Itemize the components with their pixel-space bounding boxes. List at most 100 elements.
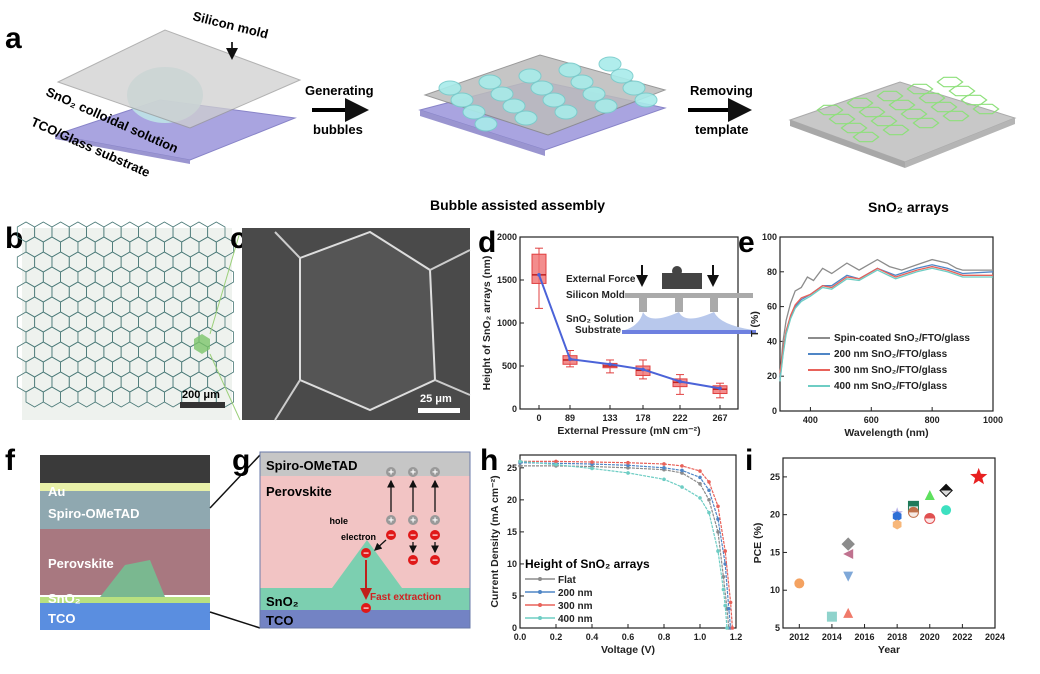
y-tick-label: 2000 bbox=[497, 232, 517, 242]
data-point bbox=[707, 510, 711, 515]
box bbox=[531, 253, 547, 284]
y-tick-label: 1000 bbox=[497, 318, 517, 328]
y-tick-label: 20 bbox=[507, 495, 517, 505]
bubble-assembly-schematic bbox=[418, 54, 667, 156]
scale-bar-label-c: 25 μm bbox=[420, 393, 452, 405]
mean-point bbox=[678, 379, 682, 384]
data-point-circle bbox=[794, 578, 805, 589]
hexagon bbox=[942, 110, 970, 122]
bubble bbox=[502, 98, 526, 114]
bubble bbox=[554, 104, 578, 120]
legend-label: 400 nm SnO₂/FTO/glass bbox=[834, 381, 948, 392]
data-point-triangle-up bbox=[843, 607, 854, 618]
legend-marker bbox=[538, 590, 542, 594]
panel-c: c 25 μm bbox=[230, 222, 471, 421]
panel-i: i 5 10 15 20 25 2012 2014 2016 2018 2020 2022 2024 Y… bbox=[745, 444, 1005, 656]
data-point bbox=[626, 466, 630, 470]
x-tick-label: 2024 bbox=[985, 632, 1005, 642]
data-point bbox=[698, 496, 702, 500]
y-tick-label: 60 bbox=[767, 302, 777, 312]
step-generating-line1: Generating bbox=[305, 83, 374, 98]
svg-text:+: + bbox=[432, 468, 438, 479]
x-tick-label: 0.2 bbox=[550, 632, 563, 642]
panel-h: h 0 5 10 15 20 25 0.0 0.2 0.4 0.6 0.8 1.0 1.2 Voltage… bbox=[480, 444, 742, 656]
data-point bbox=[518, 459, 522, 464]
bubble bbox=[598, 56, 622, 72]
data-point bbox=[698, 475, 702, 480]
svg-text:−: − bbox=[363, 604, 369, 615]
data-point bbox=[707, 480, 711, 484]
mean-line bbox=[538, 274, 721, 390]
x-tick-label: 0 bbox=[536, 413, 541, 423]
cross-section-sem bbox=[40, 455, 210, 630]
data-point-triangle-down bbox=[843, 571, 854, 582]
data-point bbox=[680, 468, 684, 473]
electron-icon bbox=[361, 548, 371, 558]
x-tick-label: 2022 bbox=[952, 632, 972, 642]
x-tick-label: 0.4 bbox=[586, 632, 599, 642]
bubble bbox=[570, 74, 594, 90]
svg-text:−: − bbox=[363, 549, 369, 560]
hole-label: hole bbox=[329, 516, 348, 526]
data-point bbox=[721, 587, 726, 592]
inset-substrate: Substrate bbox=[575, 325, 622, 336]
arrow-icon bbox=[374, 539, 387, 551]
data-point bbox=[728, 600, 733, 605]
silicon-mold-label: Silicon mold bbox=[191, 8, 270, 41]
panel-label-i: i bbox=[745, 444, 753, 477]
data-point bbox=[626, 471, 630, 475]
half-fill-mask bbox=[907, 512, 920, 520]
y-tick-label: 0 bbox=[512, 404, 517, 414]
hexagon-grid-micrograph bbox=[16, 221, 235, 408]
mean-point bbox=[568, 357, 572, 361]
legend-label: Spin-coated SnO₂/FTO/glass bbox=[834, 333, 970, 344]
bubble bbox=[518, 68, 542, 84]
bubble bbox=[474, 116, 498, 132]
data-point-square bbox=[826, 611, 837, 622]
hole-icon bbox=[386, 467, 396, 477]
series-line bbox=[519, 460, 728, 629]
x-tick-label: 1000 bbox=[983, 415, 1003, 425]
series-line bbox=[779, 265, 993, 373]
panel-label-g: g bbox=[232, 444, 250, 477]
legend-label: 200 nm SnO₂/FTO/glass bbox=[834, 349, 948, 360]
x-tick-label: 400 bbox=[803, 415, 818, 425]
hole-icon bbox=[408, 515, 418, 525]
data-point bbox=[707, 488, 711, 493]
series-line bbox=[520, 465, 730, 629]
data-point bbox=[723, 549, 727, 553]
data-point bbox=[662, 466, 666, 470]
y-tick-label: 0 bbox=[772, 406, 777, 416]
svg-text:−: − bbox=[410, 556, 416, 567]
bubble bbox=[542, 92, 566, 108]
data-point bbox=[590, 466, 594, 471]
svg-text:−: − bbox=[388, 531, 394, 542]
hexagon bbox=[852, 131, 880, 143]
hole-icon bbox=[430, 467, 440, 477]
x-tick-label: 2020 bbox=[920, 632, 940, 642]
y-tick-label: 100 bbox=[762, 232, 777, 242]
x-tick-label: 0.6 bbox=[622, 632, 635, 642]
bubble bbox=[634, 92, 658, 108]
bubble bbox=[558, 62, 582, 78]
layer-spiro-g: Spiro-OMeTAD bbox=[266, 458, 357, 473]
hole-icon bbox=[408, 467, 418, 477]
data-point-triangle-left bbox=[843, 549, 854, 559]
data-point bbox=[727, 606, 731, 611]
data-point bbox=[707, 498, 711, 502]
series-line bbox=[779, 258, 993, 377]
data-point bbox=[725, 626, 729, 630]
x-tick-label: 267 bbox=[712, 413, 727, 423]
series-line bbox=[520, 460, 733, 629]
panel-label-f: f bbox=[5, 444, 16, 477]
bubble bbox=[594, 98, 618, 114]
y-tick-label: 10 bbox=[770, 585, 780, 595]
hole-icon bbox=[430, 515, 440, 525]
svg-text:−: − bbox=[432, 531, 438, 542]
legend-label: Flat bbox=[558, 575, 576, 586]
panel-label-e: e bbox=[738, 226, 755, 259]
hexagon bbox=[972, 103, 1000, 115]
mean-point bbox=[608, 362, 612, 367]
mold-schematic bbox=[54, 29, 302, 164]
